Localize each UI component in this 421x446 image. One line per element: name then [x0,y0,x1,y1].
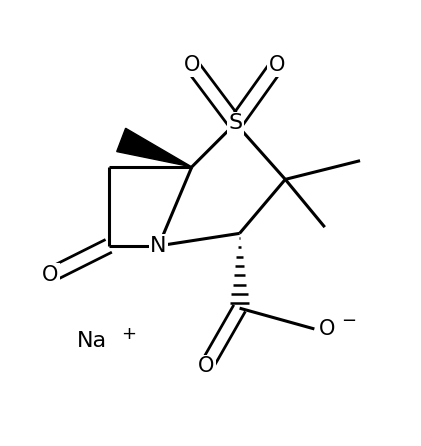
Text: −: − [341,313,357,330]
Text: O: O [184,55,200,75]
Text: O: O [43,265,59,285]
Text: O: O [269,55,285,75]
Text: Na: Na [77,331,107,351]
Text: +: + [121,325,136,343]
Text: O: O [319,319,335,339]
Text: O: O [198,356,215,376]
Text: N: N [150,236,167,256]
Polygon shape [117,128,192,167]
Text: S: S [228,113,242,133]
